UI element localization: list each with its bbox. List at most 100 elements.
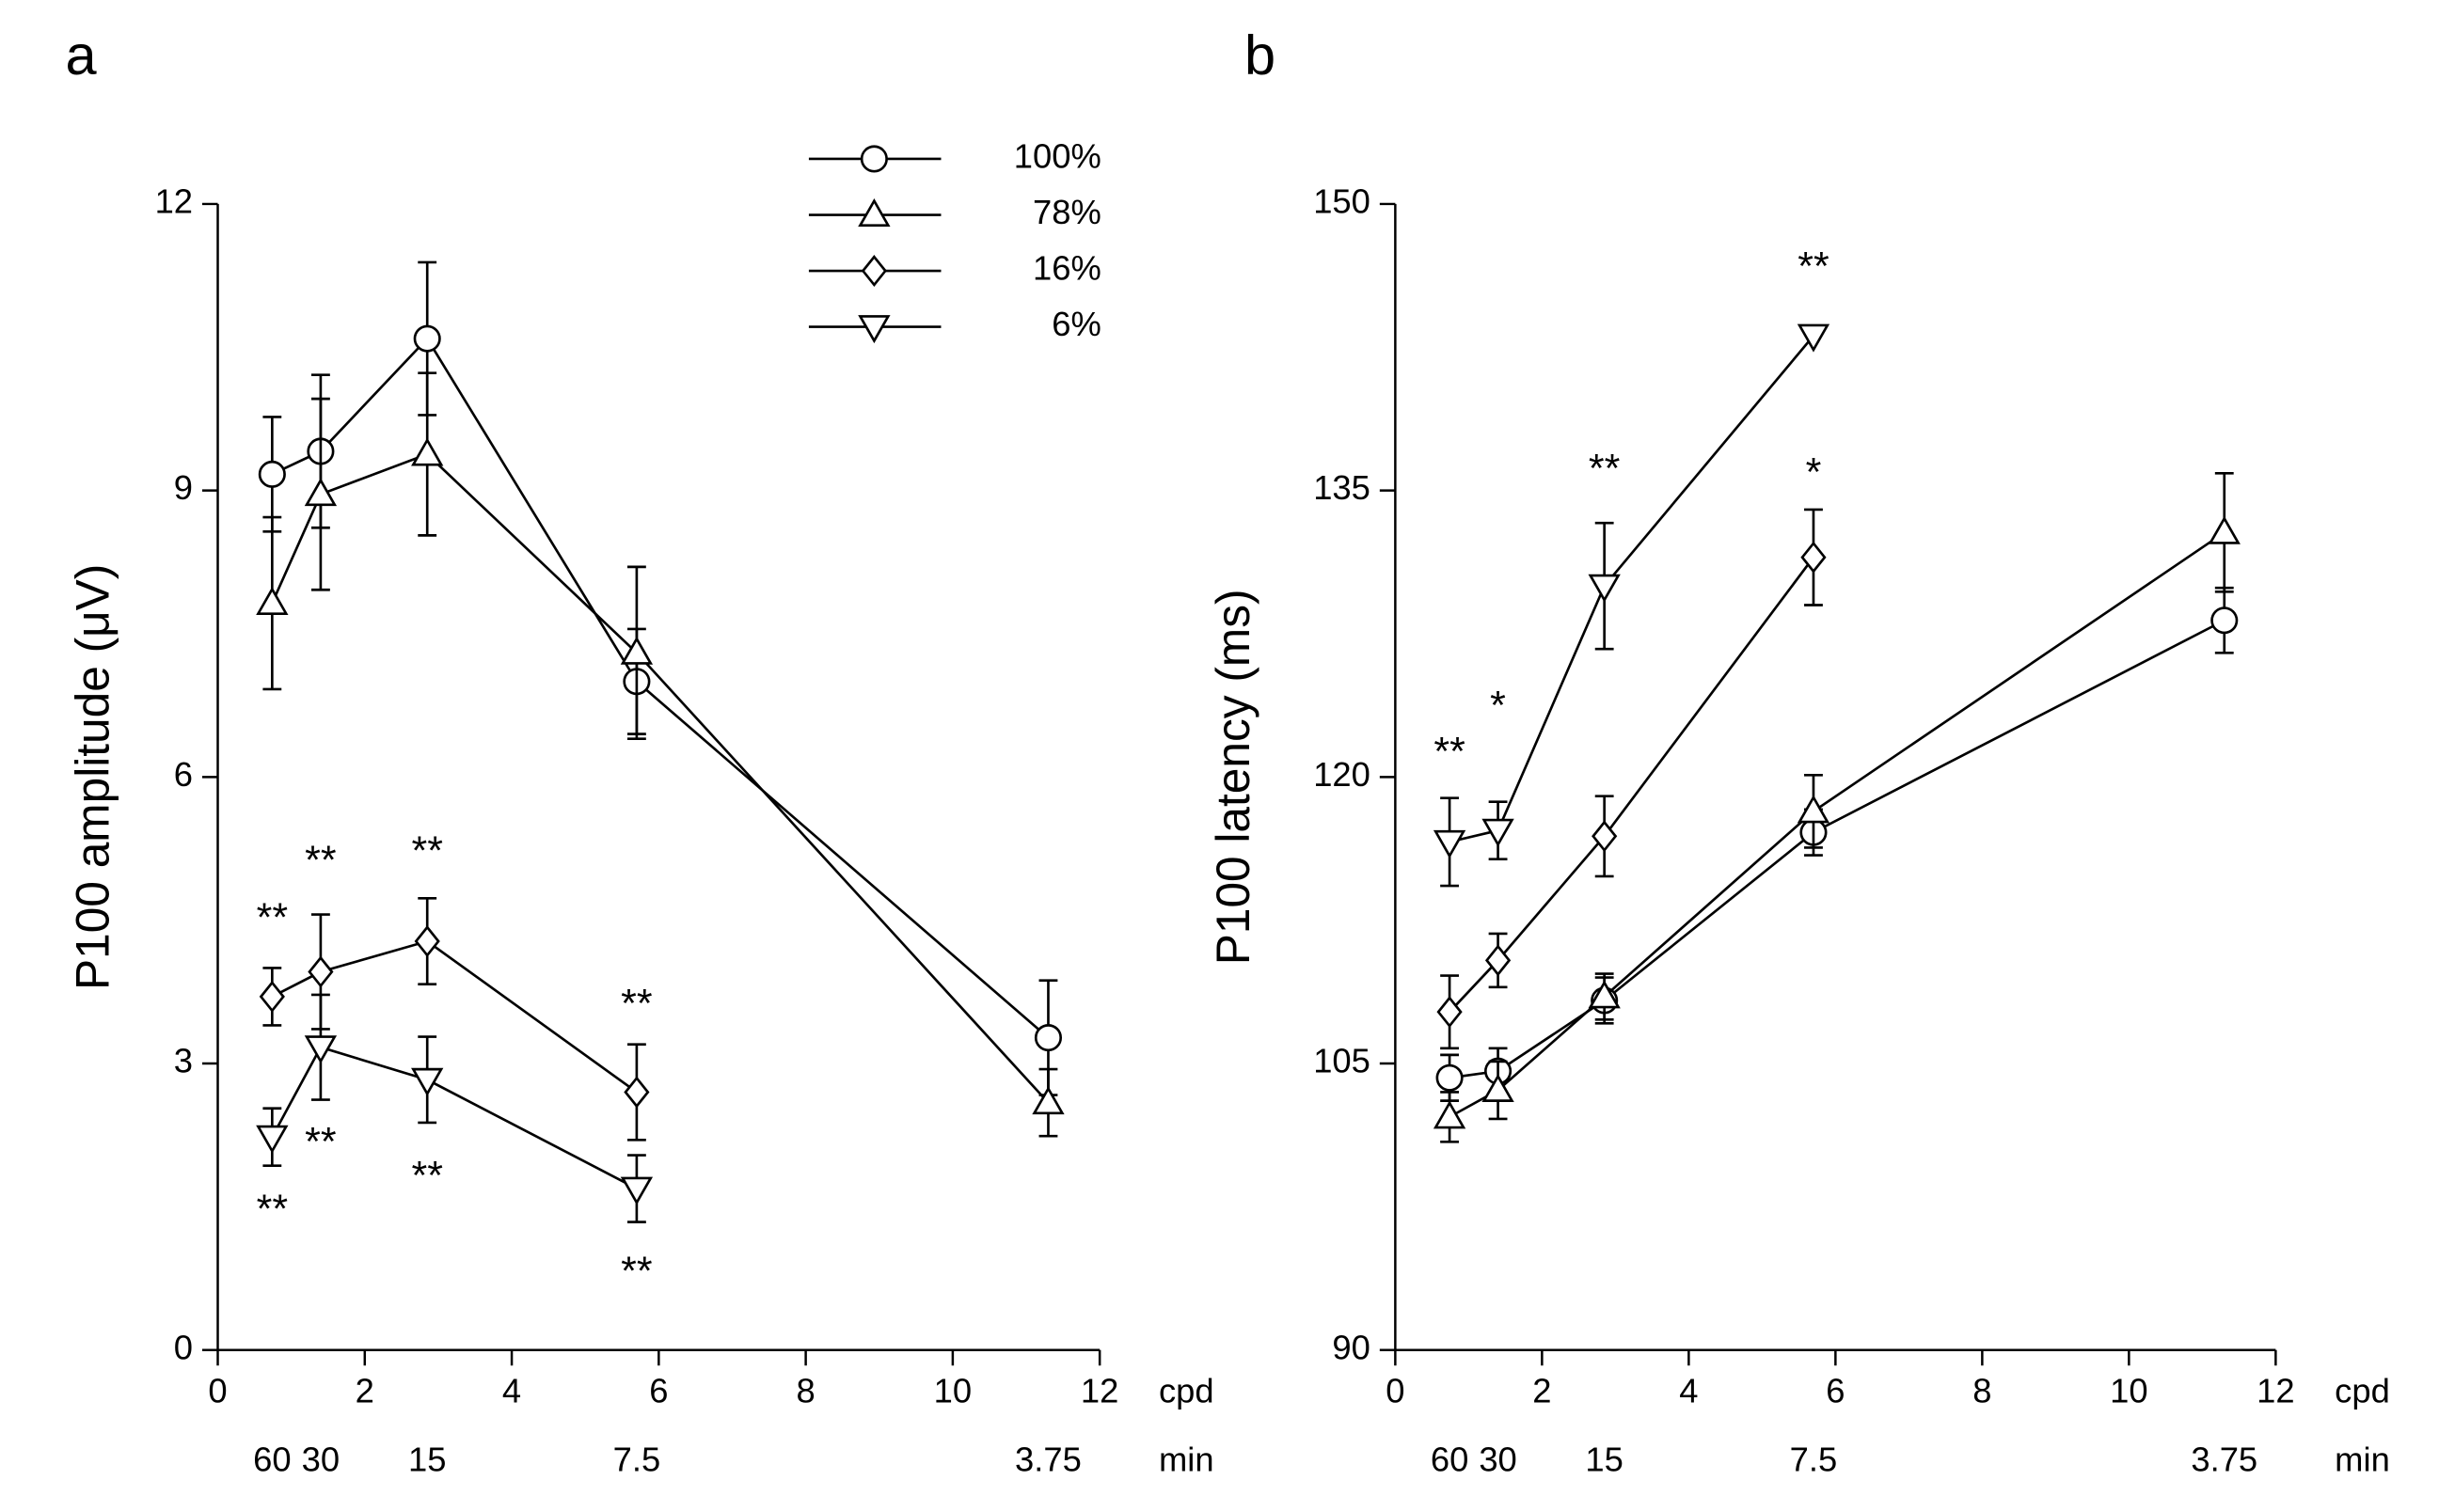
significance: ** bbox=[1589, 447, 1621, 492]
marker bbox=[1797, 795, 1830, 824]
significance: ** bbox=[305, 1120, 337, 1165]
marker bbox=[259, 980, 285, 1013]
x-tick-label: 4 bbox=[1679, 1372, 1698, 1410]
x2-tick-label: 15 bbox=[1585, 1440, 1623, 1478]
marker bbox=[2208, 515, 2241, 544]
x-tick-label: 12 bbox=[2257, 1372, 2294, 1410]
marker bbox=[1436, 996, 1463, 1029]
marker bbox=[1592, 820, 1618, 853]
y-axis-label: P100 amplitude (μV) bbox=[67, 564, 119, 990]
series-line bbox=[1449, 556, 1815, 1014]
marker bbox=[1484, 944, 1512, 977]
legend-marker bbox=[861, 255, 887, 288]
series-line bbox=[1449, 335, 1814, 843]
series-line bbox=[271, 1046, 638, 1190]
panel-label: b bbox=[1244, 24, 1275, 87]
x2-tick-label: 3.75 bbox=[2191, 1440, 2257, 1478]
x-tick-label: 0 bbox=[208, 1372, 227, 1410]
marker bbox=[1797, 323, 1830, 353]
x-tick-label: 6 bbox=[649, 1372, 668, 1410]
x2-tick-label: 60 bbox=[253, 1440, 291, 1478]
marker bbox=[1433, 829, 1466, 858]
marker bbox=[1481, 818, 1514, 847]
marker bbox=[256, 1125, 289, 1154]
y-tick-label: 3 bbox=[174, 1042, 193, 1080]
y-tick-label: 90 bbox=[1332, 1328, 1370, 1366]
marker bbox=[620, 1176, 654, 1205]
legend-label: 6% bbox=[1052, 305, 1101, 343]
series-line bbox=[1449, 619, 2225, 1079]
x-tick-label: 4 bbox=[502, 1372, 521, 1410]
x2-axis-label: min bbox=[1159, 1440, 1214, 1478]
legend-label: 16% bbox=[1033, 249, 1101, 288]
marker bbox=[414, 925, 440, 958]
significance: ** bbox=[621, 1249, 653, 1294]
marker bbox=[1433, 1100, 1466, 1129]
y-tick-label: 9 bbox=[174, 468, 193, 507]
significance: ** bbox=[411, 1153, 443, 1198]
marker bbox=[258, 460, 286, 488]
x-tick-label: 6 bbox=[1826, 1372, 1845, 1410]
x2-tick-label: 7.5 bbox=[613, 1440, 661, 1478]
y-tick-label: 0 bbox=[174, 1328, 193, 1366]
series-line bbox=[271, 939, 638, 1094]
x-tick-label: 8 bbox=[1972, 1372, 1991, 1410]
y-tick-label: 105 bbox=[1313, 1042, 1370, 1080]
x-tick-label: 0 bbox=[1386, 1372, 1404, 1410]
marker bbox=[411, 437, 444, 466]
significance: ** bbox=[257, 895, 289, 940]
marker bbox=[308, 955, 334, 988]
x2-tick-label: 7.5 bbox=[1790, 1440, 1838, 1478]
marker bbox=[624, 1076, 650, 1109]
x-tick-label: 2 bbox=[1532, 1372, 1551, 1410]
significance: ** bbox=[305, 838, 337, 883]
x2-tick-label: 15 bbox=[408, 1440, 446, 1478]
significance: ** bbox=[621, 981, 653, 1026]
panel-label: a bbox=[65, 24, 97, 87]
y-tick-label: 135 bbox=[1313, 468, 1370, 507]
x2-tick-label: 3.75 bbox=[1015, 1440, 1082, 1478]
marker bbox=[1032, 1086, 1065, 1115]
significance: * bbox=[1806, 450, 1822, 496]
x2-tick-label: 60 bbox=[1431, 1440, 1468, 1478]
marker bbox=[1435, 1063, 1464, 1092]
marker bbox=[2210, 606, 2239, 635]
y-tick-label: 150 bbox=[1313, 182, 1370, 221]
marker bbox=[1034, 1024, 1063, 1052]
x-axis-label: cpd bbox=[1159, 1372, 1214, 1410]
x-axis-label: cpd bbox=[2335, 1372, 2390, 1410]
x2-tick-label: 30 bbox=[302, 1440, 340, 1478]
series-line bbox=[271, 336, 1050, 1039]
marker bbox=[413, 324, 441, 353]
marker bbox=[1800, 541, 1827, 574]
legend-marker bbox=[860, 145, 888, 173]
marker bbox=[1481, 1073, 1514, 1102]
marker bbox=[620, 636, 654, 665]
x2-tick-label: 30 bbox=[1479, 1440, 1516, 1478]
significance: ** bbox=[1798, 244, 1829, 289]
legend-marker bbox=[858, 197, 891, 227]
y-axis-label: P100 latency (ms) bbox=[1207, 589, 1259, 965]
marker bbox=[411, 1067, 444, 1096]
legend-label: 78% bbox=[1033, 193, 1101, 231]
x2-axis-label: min bbox=[2335, 1440, 2390, 1478]
x-tick-label: 10 bbox=[2110, 1372, 2147, 1410]
series-line bbox=[271, 452, 1050, 1104]
significance: ** bbox=[257, 1187, 289, 1232]
legend-marker bbox=[858, 315, 891, 344]
significance: * bbox=[1490, 684, 1506, 729]
y-tick-label: 6 bbox=[174, 755, 193, 794]
significance: ** bbox=[1433, 729, 1465, 774]
marker bbox=[1588, 980, 1621, 1009]
y-tick-label: 120 bbox=[1313, 755, 1370, 794]
significance: ** bbox=[411, 828, 443, 874]
x-tick-label: 12 bbox=[1081, 1372, 1118, 1410]
marker bbox=[304, 1035, 338, 1064]
marker bbox=[304, 478, 338, 507]
x-tick-label: 10 bbox=[934, 1372, 972, 1410]
marker bbox=[1588, 574, 1621, 603]
x-tick-label: 2 bbox=[356, 1372, 374, 1410]
x-tick-label: 8 bbox=[796, 1372, 815, 1410]
